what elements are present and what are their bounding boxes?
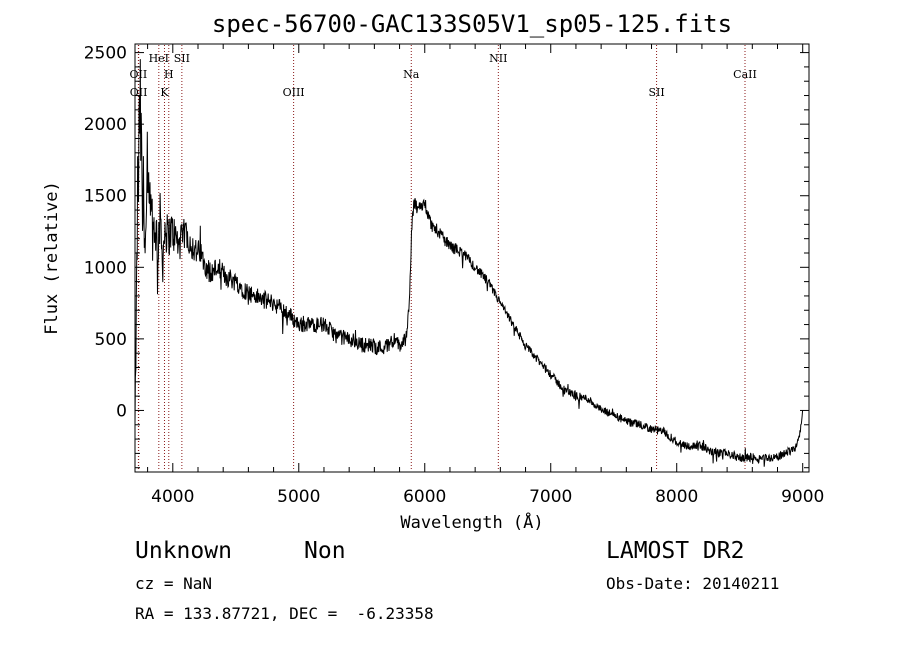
x-tick-label: 5000 <box>277 487 320 507</box>
x-axis-ticks: 4000 5000 6000 7000 8000 9000 <box>147 44 824 507</box>
spectral-line-label: SII <box>648 86 664 99</box>
spectral-line-label: SII <box>174 52 190 65</box>
spectral-line-label: NII <box>489 52 507 65</box>
y-axis-label: Flux (relative) <box>42 181 62 335</box>
spectral-line-label: HeI <box>149 52 169 65</box>
survey-name: LAMOST DR2 <box>606 538 745 564</box>
spectral-line-label: Na <box>403 68 420 81</box>
chart-title: spec-56700-GAC133S05V1_sp05-125.fits <box>212 10 732 38</box>
redshift-text: cz = NaN <box>135 574 213 593</box>
x-tick-label: 4000 <box>151 487 194 507</box>
object-subclass: Non <box>304 538 346 564</box>
spectral-line-label: OIII <box>283 86 305 99</box>
x-tick-label: 8000 <box>655 487 698 507</box>
plot-frame <box>134 43 810 473</box>
spectrum-chart: spec-56700-GAC133S05V1_sp05-125.fits OII… <box>42 10 824 533</box>
y-tick-label: 0 <box>116 401 127 421</box>
y-tick-label: 500 <box>95 330 127 350</box>
x-tick-label: 7000 <box>529 487 572 507</box>
spectrum-curve <box>134 59 804 467</box>
y-tick-label: 1500 <box>84 187 127 207</box>
object-class: Unknown <box>135 538 232 564</box>
obs-date-text: Obs-Date: 20140211 <box>606 574 780 593</box>
x-tick-label: 9000 <box>781 487 824 507</box>
x-axis-label: Wavelength (Å) <box>400 511 543 533</box>
y-axis-ticks: 0 500 1000 1500 2000 2500 <box>84 44 809 469</box>
y-tick-label: 2500 <box>84 44 127 64</box>
spectral-line-label: OII <box>130 68 148 81</box>
spectral-line-label: CaII <box>733 68 757 81</box>
spectral-line-label: H <box>164 68 174 81</box>
spectrum-line <box>134 59 804 467</box>
spectral-line-label: K <box>160 86 169 99</box>
y-tick-label: 1000 <box>84 258 127 278</box>
coordinates-text: RA = 133.87721, DEC = -6.23358 <box>135 604 434 623</box>
y-tick-label: 2000 <box>84 115 127 135</box>
x-tick-label: 6000 <box>403 487 446 507</box>
spectral-line-label: OII <box>130 86 148 99</box>
